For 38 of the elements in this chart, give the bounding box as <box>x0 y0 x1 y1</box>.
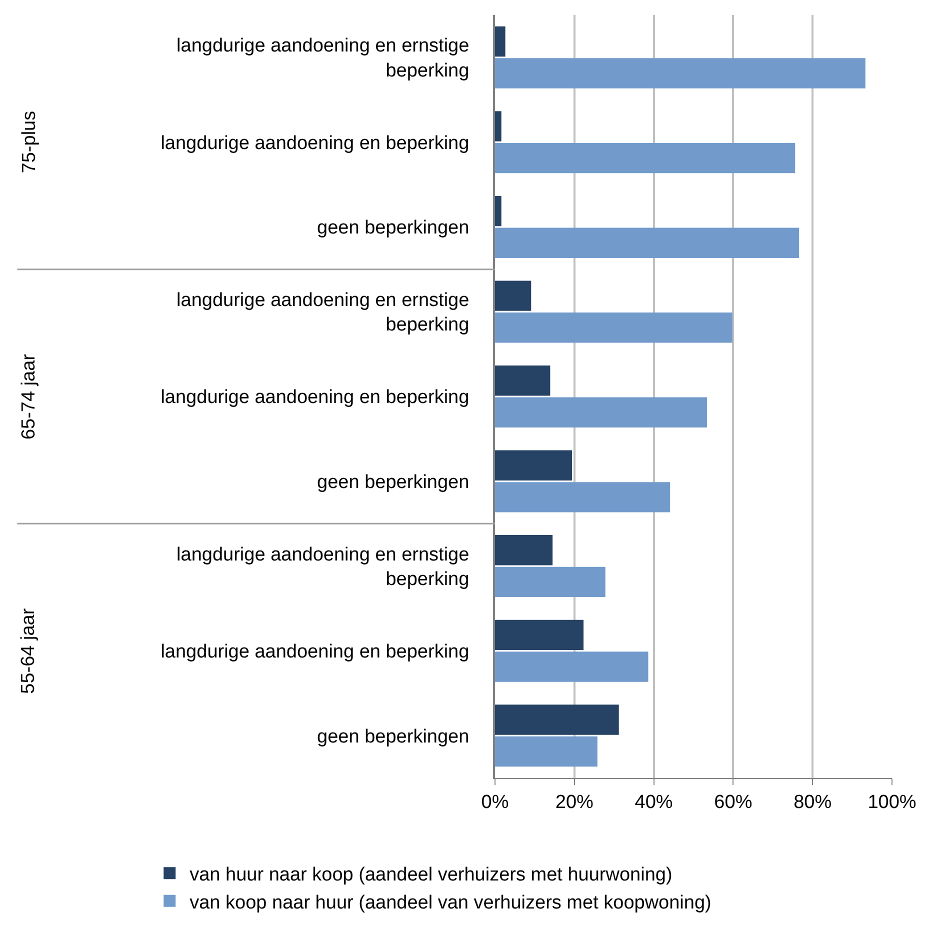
text: 65-74 jaar <box>18 353 40 440</box>
text: 75-plus <box>18 110 40 174</box>
y-tick-label: geen beperkingen <box>317 726 470 748</box>
y-tick-label: langdurige aandoening en ernstige beperking <box>176 36 470 82</box>
bar <box>495 26 506 57</box>
x-tick-label: 80% <box>794 792 832 813</box>
text: 55-64 jaar <box>18 608 40 694</box>
y-tick-label: langdurige aandoening en beperking <box>160 132 470 154</box>
bar <box>495 450 572 480</box>
bar <box>495 652 648 682</box>
y-tick-label: langdurige aandoening en beperking <box>160 641 470 662</box>
legend-label: van huur naar koop (aandeel verhuizers met huurwoning) <box>190 864 672 886</box>
x-tick-label: 0% <box>481 792 509 813</box>
x-tick-label: 40% <box>634 792 673 813</box>
bar <box>495 704 619 735</box>
bar <box>495 482 670 512</box>
x-tick-label: 100% <box>868 792 916 813</box>
bar <box>495 111 502 142</box>
y-tick-label: langdurige aandoening en ernstige beperking <box>176 290 470 336</box>
y-tick-label: langdurige aandoening en beperking <box>160 387 470 408</box>
bar <box>495 566 606 598</box>
y-tick-label: langdurige aandoening en ernstige beperking <box>176 544 470 590</box>
bar <box>495 280 532 311</box>
bar <box>495 142 796 174</box>
bar <box>495 228 800 258</box>
x-tick-label: 60% <box>714 792 752 813</box>
bar <box>495 196 502 226</box>
y-tick-label: geen beperkingen <box>317 472 470 493</box>
bar <box>495 535 553 566</box>
bar <box>495 620 584 650</box>
y-tick-label: geen beperkingen <box>317 218 470 239</box>
x-tick-label: 20% <box>555 792 594 813</box>
bar <box>495 312 732 343</box>
legend-label: van koop naar huur (aandeel van verhuizers met koopwoning) <box>190 892 712 914</box>
bar <box>495 366 550 396</box>
bar <box>495 736 598 767</box>
bar <box>495 397 707 428</box>
bar <box>495 58 866 88</box>
